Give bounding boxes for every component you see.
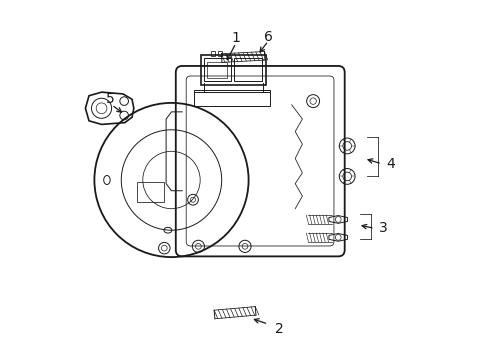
Text: 4: 4 bbox=[386, 157, 394, 171]
Text: 1: 1 bbox=[232, 31, 241, 45]
Text: 2: 2 bbox=[275, 322, 283, 336]
Text: 6: 6 bbox=[264, 30, 273, 44]
Text: 3: 3 bbox=[379, 221, 388, 235]
Text: 5: 5 bbox=[106, 92, 115, 106]
